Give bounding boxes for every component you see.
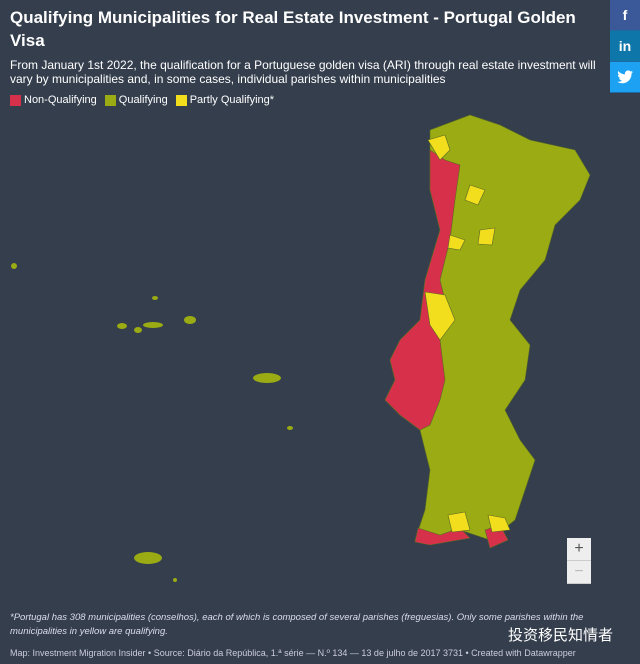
title: Qualifying Municipalities for Real Estat… xyxy=(10,8,576,50)
share-button[interactable] xyxy=(610,62,640,93)
watermark: 投资移民知情者 xyxy=(508,627,614,644)
region xyxy=(447,511,471,533)
island xyxy=(117,323,127,329)
region xyxy=(487,514,511,533)
island xyxy=(11,263,17,269)
zoom-control: + − xyxy=(567,538,591,584)
legend-item: Partly Qualifying* xyxy=(175,94,275,106)
island xyxy=(134,552,162,564)
legend: Non-Qualifying Qualifying Partly Qualifyin… xyxy=(10,94,274,106)
region xyxy=(447,234,466,251)
island xyxy=(152,296,158,300)
region xyxy=(464,184,486,206)
share-button[interactable]: in xyxy=(610,31,640,62)
legend-swatch xyxy=(175,94,187,106)
subtitle: From January 1st 2022, the qualification… xyxy=(10,58,596,86)
legend-label: Non-Qualifying xyxy=(24,94,97,106)
zoom-out[interactable]: − xyxy=(567,561,591,584)
share-button[interactable]: f xyxy=(610,0,640,31)
legend-label: Partly Qualifying* xyxy=(189,94,275,106)
twitter-icon xyxy=(617,70,633,84)
legend-swatch xyxy=(10,94,21,106)
region xyxy=(424,291,456,341)
region xyxy=(427,134,451,161)
legend-item: Qualifying xyxy=(104,94,168,106)
island xyxy=(173,578,177,582)
island xyxy=(253,373,281,383)
zoom-in[interactable]: + xyxy=(567,538,591,561)
legend-label: Qualifying xyxy=(118,94,168,106)
islands xyxy=(11,263,293,582)
region xyxy=(477,227,496,246)
island xyxy=(287,426,293,430)
region xyxy=(384,149,461,431)
legend-swatch xyxy=(104,94,116,106)
island xyxy=(184,316,196,324)
share-bar: f in xyxy=(610,0,640,93)
footnote: *Portugal has 308 municipalities (consel… xyxy=(10,612,584,637)
island xyxy=(143,322,163,328)
island xyxy=(134,327,142,333)
region xyxy=(414,527,471,546)
mainland xyxy=(384,114,591,549)
legend-item: Non-Qualifying xyxy=(10,94,97,106)
source: Map: Investment Migration Insider • Sour… xyxy=(10,648,576,658)
